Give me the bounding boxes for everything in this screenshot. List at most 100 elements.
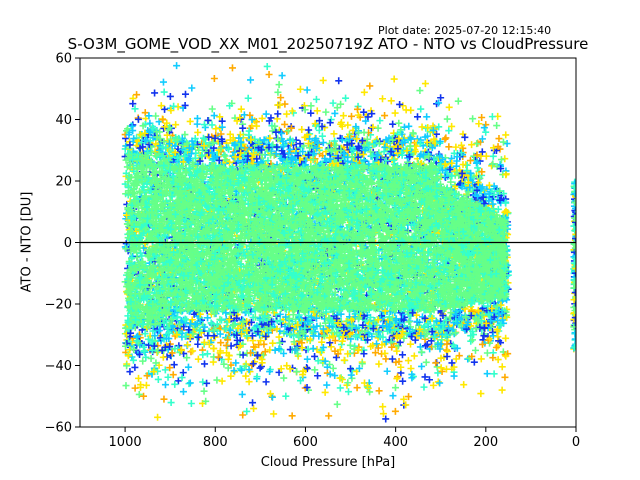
data-point: [387, 97, 395, 105]
data-point: [303, 86, 311, 94]
data-point: [329, 99, 337, 107]
data-point: [262, 110, 270, 118]
data-point: [473, 140, 481, 148]
data-point: [478, 114, 486, 122]
data-point: [493, 122, 501, 130]
data-point: [383, 367, 391, 375]
data-point: [473, 158, 481, 166]
data-point: [442, 134, 450, 142]
data-point: [442, 365, 450, 373]
data-point: [331, 109, 339, 117]
data-point: [275, 333, 283, 341]
data-point: [489, 152, 497, 160]
data-point: [319, 76, 327, 84]
data-point: [436, 379, 444, 387]
data-point: [281, 100, 289, 108]
data-point: [382, 415, 390, 423]
data-point: [381, 349, 389, 357]
data-point: [274, 110, 282, 118]
data-point: [436, 345, 444, 353]
data-point: [187, 399, 195, 407]
data-point: [131, 363, 139, 371]
data-point: [159, 78, 167, 86]
data-point: [296, 85, 304, 93]
data-point: [325, 412, 333, 420]
data-point: [406, 340, 414, 348]
data-point: [366, 388, 374, 396]
data-point: [129, 334, 137, 342]
data-point: [238, 390, 246, 398]
data-point: [253, 373, 261, 381]
data-point: [208, 105, 216, 113]
data-point: [243, 407, 251, 415]
data-point: [344, 388, 352, 396]
data-point: [280, 374, 288, 382]
data-point: [134, 115, 142, 123]
data-point: [445, 143, 453, 151]
data-point: [203, 379, 211, 387]
chart-title: S-O3M_GOME_VOD_XX_M01_20250719Z ATO - NT…: [67, 35, 589, 53]
data-point: [179, 369, 187, 377]
data-point: [129, 356, 137, 364]
data-point: [502, 131, 510, 139]
data-point: [407, 365, 415, 373]
data-point: [425, 376, 433, 384]
data-point: [416, 87, 424, 95]
data-point: [375, 360, 383, 368]
data-point: [173, 62, 181, 70]
data-point: [283, 128, 291, 136]
data-point: [416, 343, 424, 351]
data-point: [421, 80, 429, 88]
data-point: [333, 104, 341, 112]
data-point: [434, 378, 442, 386]
data-point: [497, 165, 505, 173]
data-point: [184, 363, 192, 371]
data-point: [306, 335, 314, 343]
data-point: [400, 334, 408, 342]
data-point: [376, 117, 384, 125]
data-point: [414, 113, 422, 121]
data-point: [470, 358, 478, 366]
data-point: [501, 155, 509, 163]
data-point: [224, 364, 232, 372]
data-point: [274, 88, 282, 96]
data-point: [307, 102, 315, 110]
data-point: [200, 387, 208, 395]
data-point: [374, 344, 382, 352]
data-point: [389, 120, 397, 128]
data-point: [399, 102, 407, 110]
data-point: [503, 140, 511, 148]
data-point: [237, 115, 245, 123]
data-point: [391, 109, 399, 117]
data-point: [234, 324, 242, 332]
data-point: [203, 350, 211, 358]
data-point: [280, 349, 288, 357]
data-point: [381, 112, 389, 120]
plot-date: Plot date: 2025-07-20 12:15:40: [378, 24, 552, 37]
data-point: [237, 105, 245, 113]
data-point: [498, 363, 506, 371]
data-point: [339, 112, 347, 120]
data-point: [188, 84, 196, 92]
data-point: [154, 375, 162, 383]
data-point: [186, 379, 194, 387]
data-point: [477, 355, 485, 363]
data-point: [331, 337, 339, 345]
data-point: [135, 374, 143, 382]
data-point: [469, 336, 477, 344]
data-point: [469, 115, 477, 123]
data-point: [239, 411, 247, 419]
data-point: [378, 341, 386, 349]
data-point: [311, 352, 319, 360]
data-point: [172, 121, 180, 129]
data-points: [121, 62, 576, 423]
data-point: [441, 135, 449, 143]
data-point: [210, 112, 218, 120]
data-point: [151, 89, 159, 97]
data-point: [211, 333, 219, 341]
data-point: [358, 360, 366, 368]
data-point: [435, 123, 443, 131]
data-point: [315, 126, 323, 134]
data-point: [238, 366, 246, 374]
